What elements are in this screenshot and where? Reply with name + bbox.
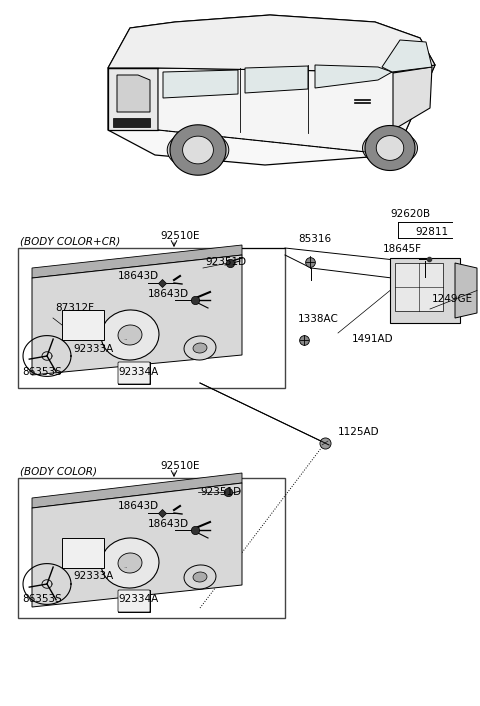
Polygon shape (158, 65, 435, 155)
Text: ..: .. (124, 335, 128, 341)
Polygon shape (455, 263, 477, 318)
Text: 1491AD: 1491AD (352, 334, 394, 344)
FancyBboxPatch shape (118, 362, 150, 384)
Text: 85316: 85316 (298, 234, 331, 244)
Polygon shape (376, 136, 404, 160)
Text: 18643D: 18643D (148, 519, 189, 529)
Text: 18643D: 18643D (148, 289, 189, 299)
Text: 86353S: 86353S (22, 367, 62, 377)
Bar (118, 362, 150, 384)
Text: 86353S: 86353S (22, 594, 62, 604)
Text: (BODY COLOR+CR): (BODY COLOR+CR) (20, 236, 120, 246)
Ellipse shape (193, 572, 207, 582)
Ellipse shape (184, 336, 216, 360)
Text: 87312F: 87312F (55, 303, 94, 313)
Polygon shape (182, 136, 214, 164)
Text: 92351D: 92351D (205, 257, 246, 267)
Text: ..: .. (124, 563, 128, 569)
Ellipse shape (101, 538, 159, 588)
Text: 92620B: 92620B (390, 209, 430, 219)
Bar (18, 478, 285, 618)
Polygon shape (113, 118, 150, 127)
Polygon shape (32, 483, 242, 607)
Bar (62, 310, 104, 340)
Polygon shape (32, 473, 242, 508)
Text: 18645F: 18645F (383, 244, 422, 254)
Polygon shape (32, 245, 242, 278)
Text: 92333A: 92333A (73, 344, 113, 354)
Polygon shape (108, 15, 435, 72)
Polygon shape (315, 65, 392, 88)
Polygon shape (393, 67, 432, 130)
Ellipse shape (118, 553, 142, 573)
Text: (BODY COLOR): (BODY COLOR) (20, 466, 97, 476)
Bar (18, 248, 285, 388)
Polygon shape (365, 126, 415, 170)
Text: 18643D: 18643D (118, 501, 159, 511)
Bar (62, 538, 104, 568)
Ellipse shape (193, 343, 207, 353)
Text: 1338AC: 1338AC (298, 314, 339, 324)
Text: 92334A: 92334A (118, 594, 158, 604)
FancyBboxPatch shape (118, 590, 150, 612)
Polygon shape (167, 131, 229, 169)
Bar (118, 590, 150, 612)
Polygon shape (163, 70, 238, 98)
Text: 18643D: 18643D (118, 271, 159, 281)
Ellipse shape (118, 325, 142, 345)
Polygon shape (382, 40, 432, 72)
Polygon shape (245, 66, 308, 93)
Text: 92334A: 92334A (118, 367, 158, 377)
Text: 1125AD: 1125AD (338, 427, 380, 437)
Text: 92811: 92811 (415, 227, 448, 237)
Polygon shape (117, 75, 150, 112)
Text: 1249GE: 1249GE (432, 294, 473, 304)
Ellipse shape (184, 565, 216, 589)
Bar (395, 263, 443, 311)
Polygon shape (170, 125, 226, 175)
Text: 92510E: 92510E (160, 461, 200, 471)
Polygon shape (108, 15, 435, 165)
Polygon shape (32, 255, 242, 375)
Ellipse shape (101, 310, 159, 360)
Text: 92510E: 92510E (160, 231, 200, 241)
Text: 92333A: 92333A (73, 571, 113, 581)
Polygon shape (362, 131, 418, 165)
Bar (390, 258, 460, 323)
Polygon shape (108, 68, 158, 130)
Text: 92351D: 92351D (200, 487, 241, 497)
